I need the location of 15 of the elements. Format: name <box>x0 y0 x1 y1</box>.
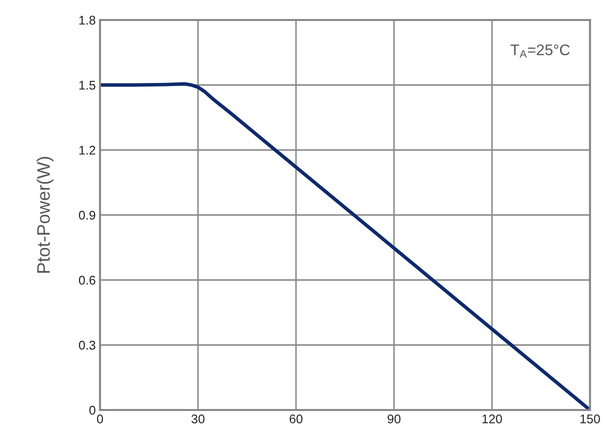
y-tick-label: 0 <box>89 406 96 415</box>
y-tick-label: 0.6 <box>78 276 96 285</box>
x-tick-label: 60 <box>290 414 302 424</box>
y-axis-title: Ptot-Power(W) <box>36 156 54 273</box>
x-tick-label: 150 <box>580 414 600 424</box>
y-tick-label: 0.9 <box>78 210 96 220</box>
y-tick-label: 1.2 <box>79 146 96 155</box>
y-tick-label: 0.3 <box>78 340 96 350</box>
y-tick-label: 1.5 <box>79 80 96 90</box>
x-tick-label: 0 <box>97 414 103 424</box>
annotation: T$_{A}$=25°C <box>510 44 570 58</box>
x-tick-label: 30 <box>192 414 204 424</box>
y-tick-label: 1.8 <box>79 16 96 25</box>
x-tick-label: 90 <box>388 414 400 424</box>
x-tick-label: 120 <box>482 414 502 424</box>
